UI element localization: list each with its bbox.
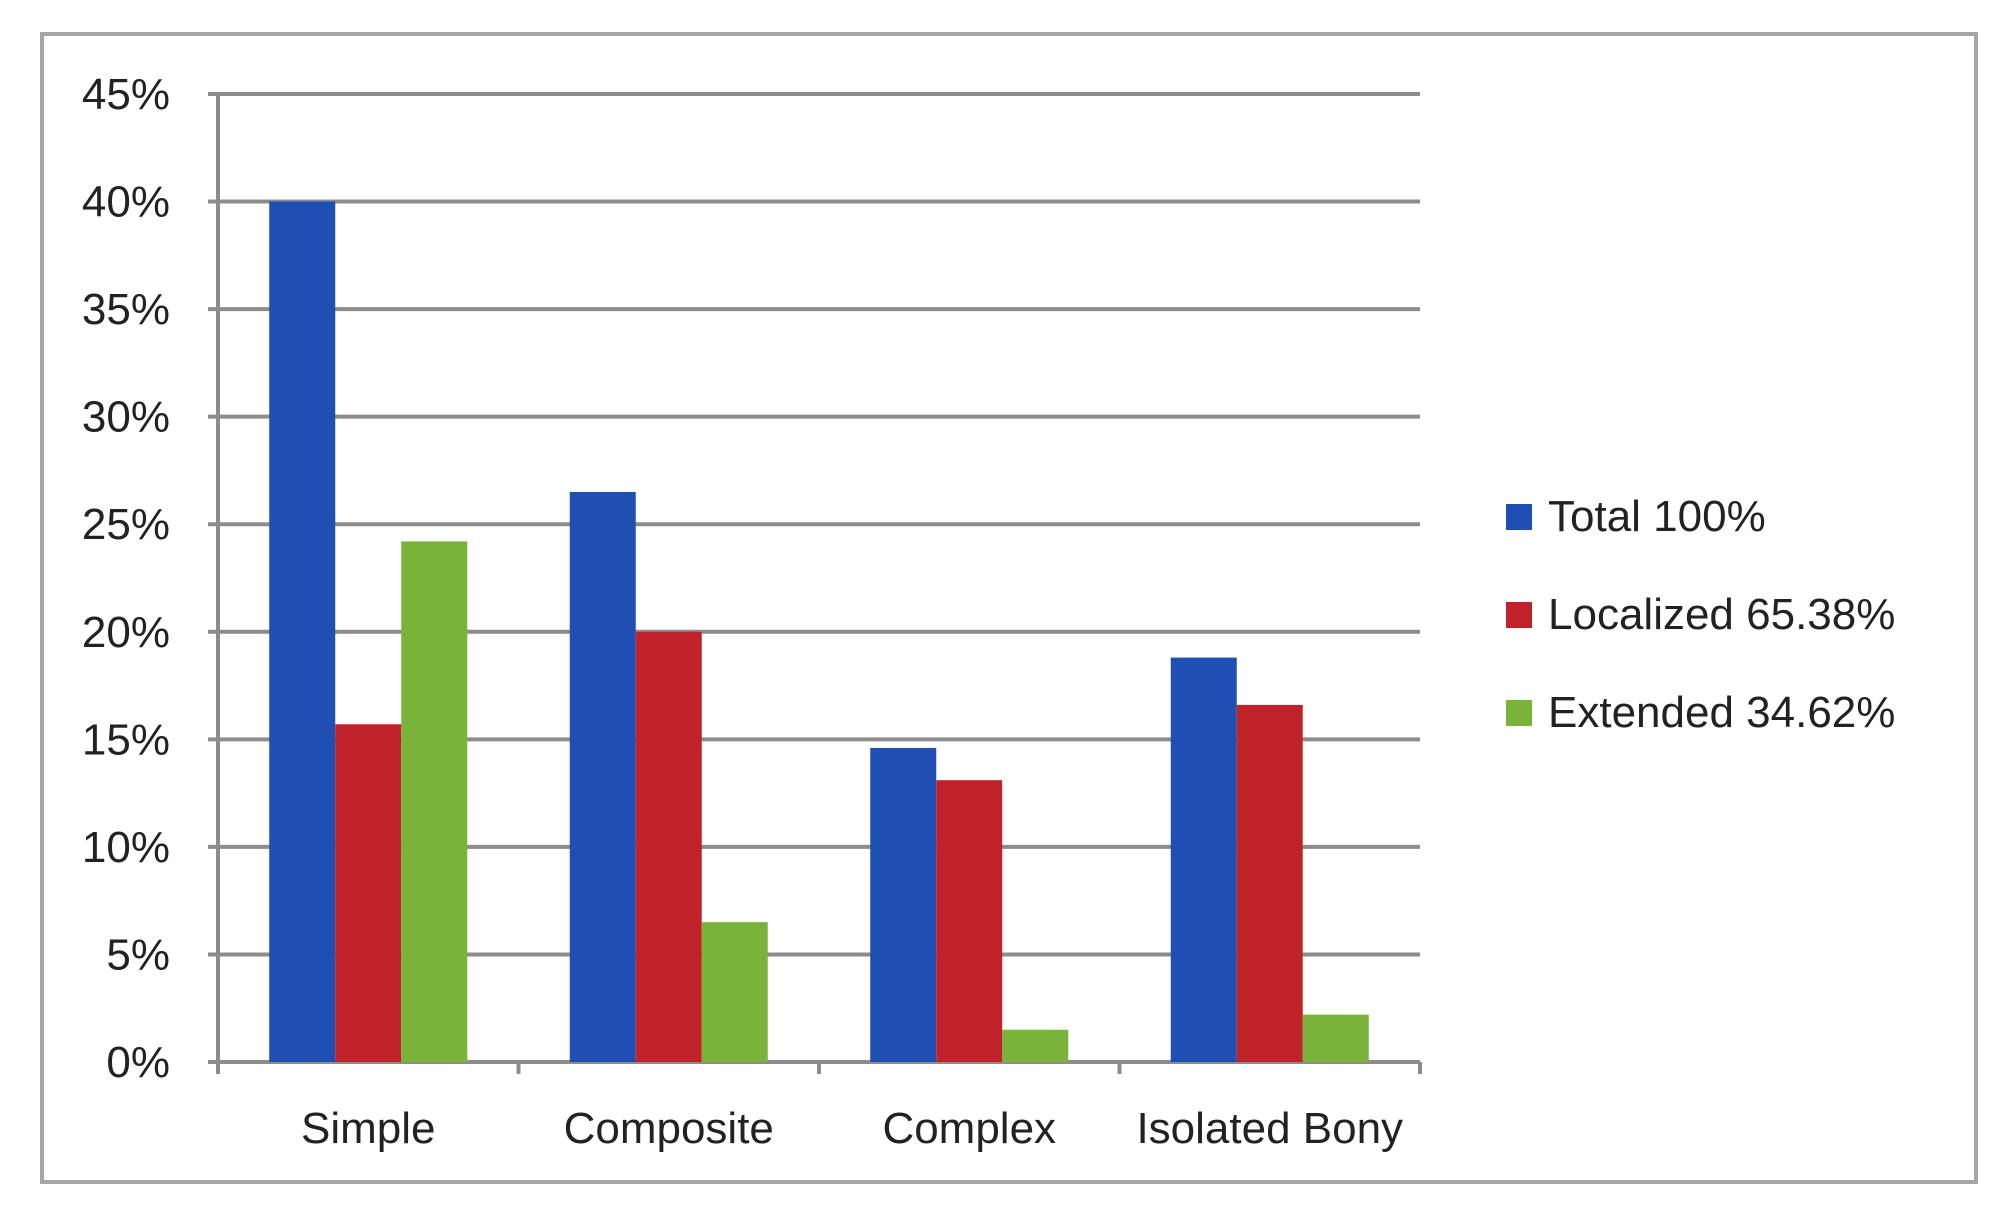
bar [936,780,1003,1062]
x-category-label: Complex [882,1104,1056,1153]
legend-swatch [1506,602,1532,628]
y-tick-label: 20% [82,608,170,657]
legend-swatch [1506,504,1532,530]
x-category-label: Simple [301,1104,436,1153]
legend-swatch [1506,700,1532,726]
x-category-label: Composite [564,1104,774,1153]
y-tick-label: 45% [82,70,170,119]
y-tick-label: 15% [82,715,170,764]
category-labels: Simple Composite Complex Isolated Bony [301,1104,1403,1153]
bar [1236,704,1303,1062]
x-category-label: Isolated Bony [1136,1104,1403,1153]
legend-label: Total 100% [1548,492,1766,541]
y-tick-label: 0% [106,1038,170,1087]
y-tick-label: 5% [106,930,170,979]
bar [269,201,336,1063]
bar [635,631,702,1062]
legend-label: Localized 65.38% [1548,590,1895,639]
bars [269,201,1369,1063]
legend: Total 100% Localized 65.38% Extended 34.62… [1506,492,1895,737]
bar [870,747,937,1062]
y-tick-label: 25% [82,500,170,549]
y-tick-label: 30% [82,393,170,442]
bar [701,922,768,1062]
bar [1170,657,1237,1062]
bar [401,541,468,1062]
legend-label: Extended 34.62% [1548,688,1895,737]
bar [335,724,402,1062]
bar [1302,1014,1369,1062]
bar [1002,1029,1069,1062]
y-tick-label: 10% [82,823,170,872]
y-tick-label: 35% [82,285,170,334]
bar [569,491,636,1062]
y-tick-labels: 0% 5% 10% 15% 20% 25% 30% 35% 40% 45% [82,70,170,1087]
y-tick-label: 40% [82,178,170,227]
